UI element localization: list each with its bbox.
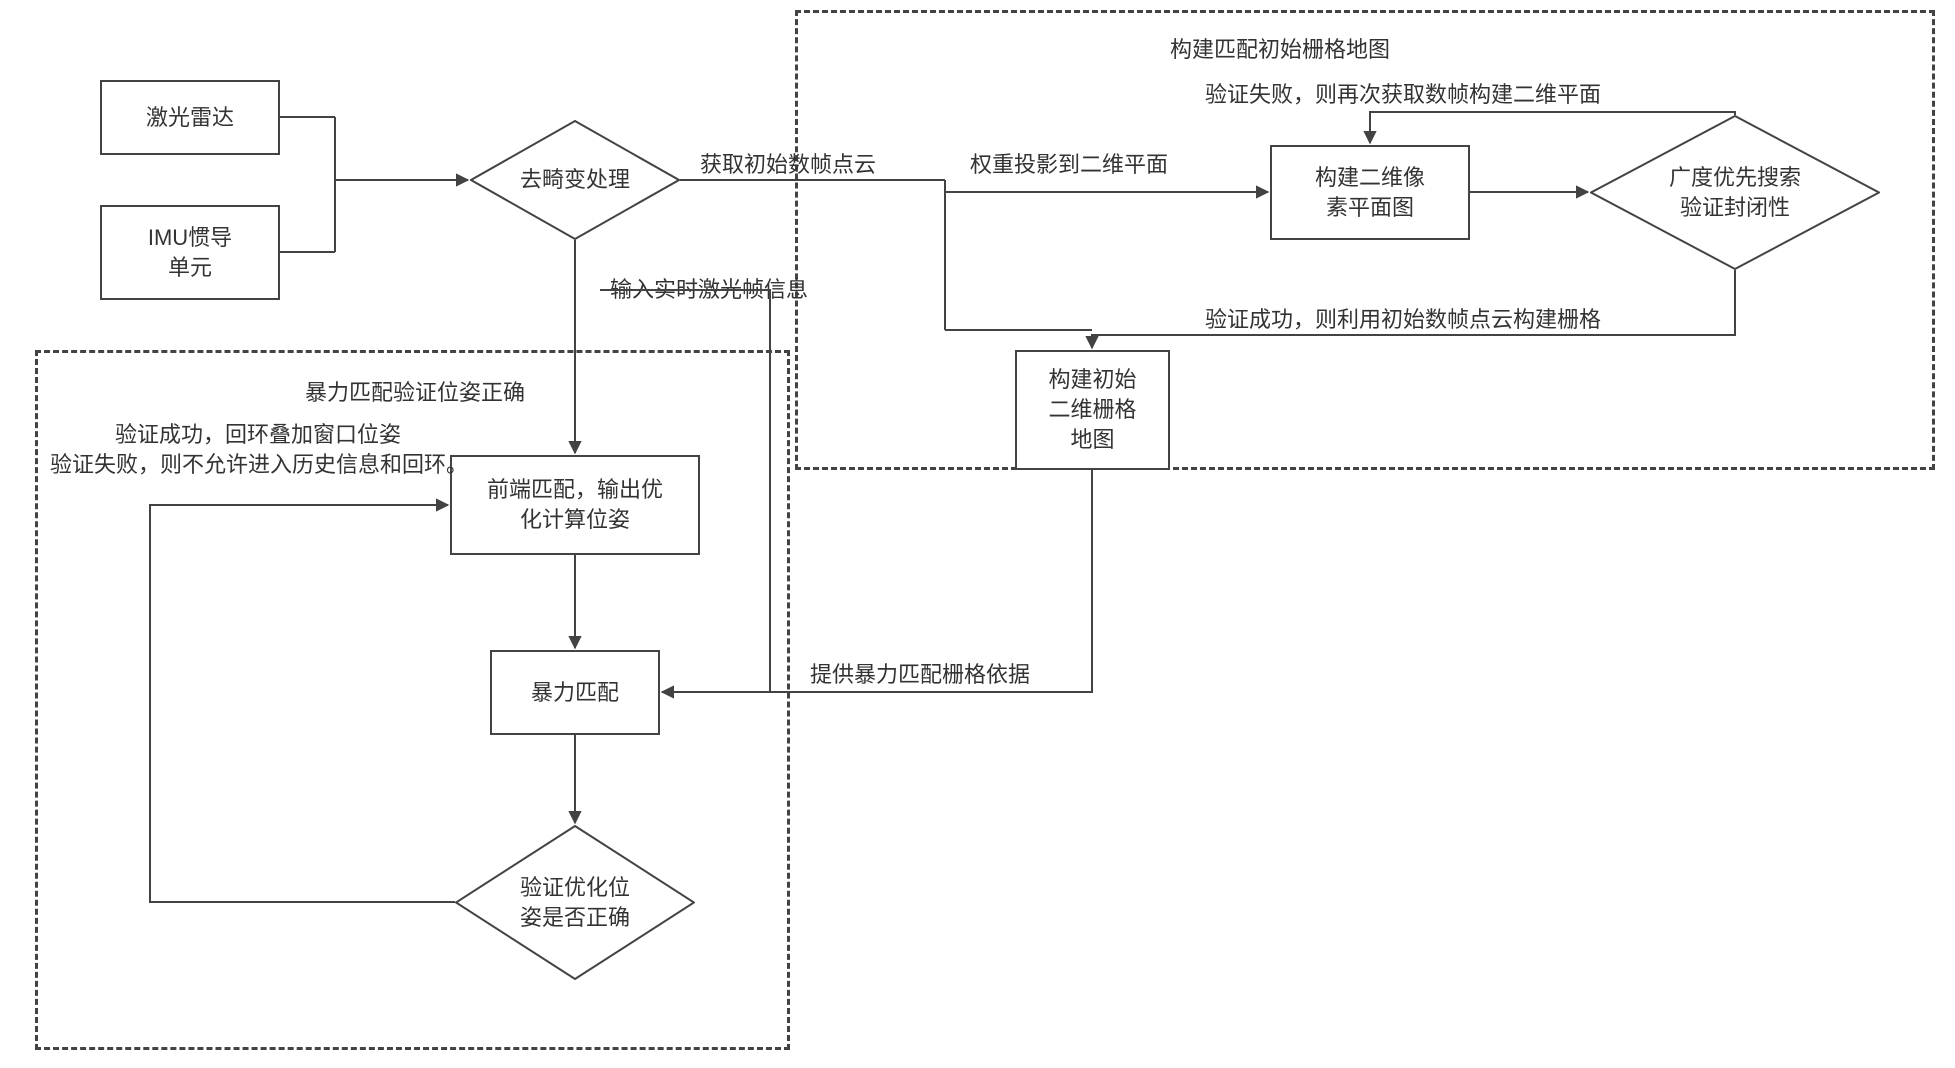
node-label: 验证优化位姿是否正确 xyxy=(510,873,640,932)
node-label: 构建初始二维栅格地图 xyxy=(1048,365,1136,454)
node-label: 构建二维像素平面图 xyxy=(1315,163,1425,222)
edge-label-bfs-fail: 验证失败，则再次获取数帧构建二维平面 xyxy=(1205,80,1601,110)
edge-label-realtime: 输入实时激光帧信息 xyxy=(610,275,808,305)
node-verify: 验证优化位姿是否正确 xyxy=(455,825,695,980)
node-brute: 暴力匹配 xyxy=(490,650,660,735)
edge-label-bfs-succ: 验证成功，则利用初始数帧点云构建栅格 xyxy=(1205,305,1601,335)
node-imu: IMU惯导单元 xyxy=(100,205,280,300)
node-pixmap: 构建二维像素平面图 xyxy=(1270,145,1470,240)
edge-label-grid-brute: 提供暴力匹配栅格依据 xyxy=(810,660,1030,690)
flowchart-canvas: 激光雷达 IMU惯导单元 构建二维像素平面图 构建初始二维栅格地图 前端匹配，输… xyxy=(0,0,1955,1068)
edge-label-verify-fail: 验证失败，则不允许进入历史信息和回环。 xyxy=(50,450,468,480)
node-label: 暴力匹配 xyxy=(531,678,619,708)
node-label: 激光雷达 xyxy=(146,103,234,133)
node-gridmap: 构建初始二维栅格地图 xyxy=(1015,350,1170,470)
node-label: 去畸变处理 xyxy=(510,165,640,195)
group-left-title: 暴力匹配验证位姿正确 xyxy=(305,378,525,408)
node-label: IMU惯导单元 xyxy=(148,223,232,282)
edge-label-initframes: 获取初始数帧点云 xyxy=(700,150,876,180)
node-dedist: 去畸变处理 xyxy=(470,120,680,240)
group-right-title: 构建匹配初始栅格地图 xyxy=(1170,35,1390,65)
node-label: 前端匹配，输出优化计算位姿 xyxy=(487,475,663,534)
node-label: 广度优先搜索验证封闭性 xyxy=(1659,163,1811,222)
node-bfs: 广度优先搜索验证封闭性 xyxy=(1590,115,1880,270)
edge-label-verify-succ: 验证成功，回环叠加窗口位姿 xyxy=(115,420,401,450)
edge-label-proj: 权重投影到二维平面 xyxy=(970,150,1168,180)
node-front: 前端匹配，输出优化计算位姿 xyxy=(450,455,700,555)
node-lidar: 激光雷达 xyxy=(100,80,280,155)
